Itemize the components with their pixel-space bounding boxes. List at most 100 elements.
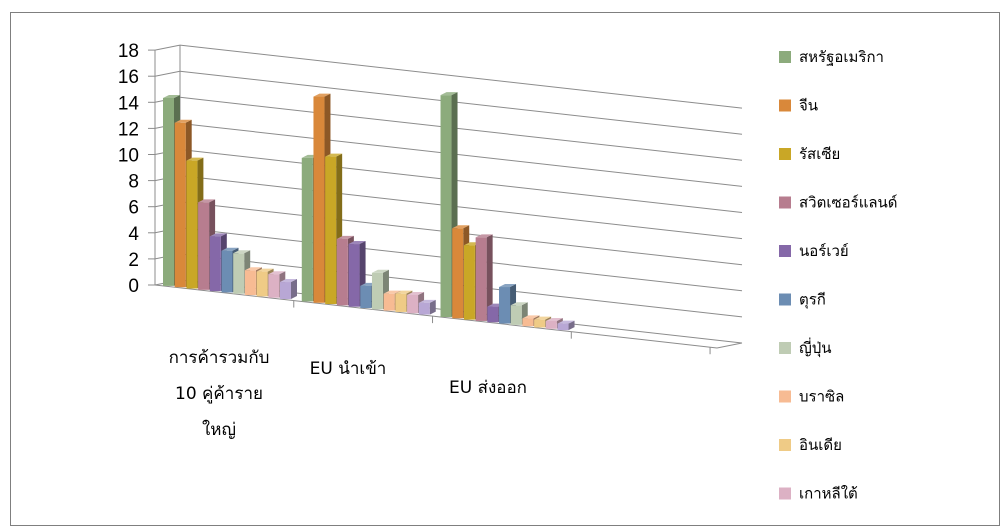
bar-top xyxy=(174,119,192,123)
bar-top xyxy=(395,290,413,294)
bar-front xyxy=(360,285,372,309)
y-tick-label: 18 xyxy=(118,41,139,62)
legend-label: เกาหลีใต้ xyxy=(799,485,858,503)
legend-label: จีน xyxy=(799,97,818,115)
y-tick-label: 16 xyxy=(118,67,139,88)
legend-swatch xyxy=(779,439,791,451)
gridline xyxy=(179,175,743,240)
gridline xyxy=(179,70,743,135)
bar-front xyxy=(198,202,210,290)
category-label: 10 คู่ค้าราย xyxy=(175,384,263,404)
bar-side xyxy=(291,279,297,300)
bar-front xyxy=(174,122,186,288)
bar-top xyxy=(407,291,425,295)
bar-top xyxy=(186,157,204,161)
bar-top xyxy=(325,153,343,157)
legend-entry: สวิตเซอร์แลนด์ xyxy=(779,194,898,212)
bar-front xyxy=(395,293,407,312)
gridline-side xyxy=(154,70,181,77)
bar-front xyxy=(371,272,383,310)
y-tick-label: 6 xyxy=(128,198,139,219)
bar-front xyxy=(475,237,487,321)
bar-front xyxy=(268,274,280,298)
bar-front xyxy=(499,287,511,324)
bar-front xyxy=(336,238,348,306)
legend-label: บราซิล xyxy=(799,388,844,406)
legend-entry: จีน xyxy=(779,97,818,115)
floor-right-edge xyxy=(716,342,743,349)
category-label: EU นำเข้า xyxy=(310,359,387,379)
legend-entry: อินเดีย xyxy=(779,436,842,454)
bar-front xyxy=(301,157,313,302)
bar xyxy=(475,234,493,321)
legend-label: นอร์เวย์ xyxy=(799,242,849,260)
bar-top xyxy=(499,284,517,288)
legend-swatch xyxy=(779,99,791,112)
bar-top xyxy=(244,267,262,271)
gridline xyxy=(179,149,743,213)
legend-swatch xyxy=(779,148,791,160)
bar-front xyxy=(487,306,499,323)
y-tick-label: 0 xyxy=(128,276,139,297)
bar-front xyxy=(348,244,360,307)
category-label: ใหญ่ xyxy=(202,419,236,440)
legend-label: สวิตเซอร์แลนด์ xyxy=(799,194,898,212)
bar-front xyxy=(440,95,452,318)
gridline xyxy=(179,122,743,187)
bar-top xyxy=(280,279,297,283)
legend-swatch xyxy=(779,245,791,257)
bar-top xyxy=(510,302,528,306)
legend-label: ตุรกี xyxy=(799,291,826,310)
bar-front xyxy=(244,270,256,296)
legend-entry: สหรัฐอเมริกา xyxy=(779,48,884,66)
bar-top xyxy=(383,290,401,294)
bar-top xyxy=(348,241,366,245)
bar-side xyxy=(429,299,436,315)
bar-front xyxy=(510,305,522,325)
legend-swatch xyxy=(779,51,791,63)
bar-front xyxy=(325,156,337,305)
bar-top xyxy=(233,250,251,254)
bar-front xyxy=(280,282,291,300)
legend-label: ญี่ปุ่น xyxy=(799,337,832,358)
bar-top xyxy=(313,93,331,97)
bar-front xyxy=(407,294,419,314)
bar xyxy=(418,299,436,315)
x-axis-line xyxy=(154,284,718,349)
bar-front xyxy=(313,96,325,303)
bar-top xyxy=(545,317,563,321)
bar-top xyxy=(221,247,239,251)
bar xyxy=(280,279,297,300)
y-tick-labels: 0 2 4 6 8 10 12 14 16 18 xyxy=(118,41,140,297)
y-tick-label: 4 xyxy=(128,224,139,245)
legend-swatch xyxy=(779,390,791,403)
bar-top xyxy=(418,299,436,303)
bar-top xyxy=(534,316,552,320)
bar-side xyxy=(568,320,575,331)
bars xyxy=(163,92,575,331)
bar-top xyxy=(268,271,286,275)
bar-front xyxy=(383,293,395,311)
bar-top xyxy=(475,234,493,238)
bar xyxy=(557,320,575,331)
bar-top xyxy=(452,225,470,229)
bar-side xyxy=(486,234,493,321)
bar-front xyxy=(163,97,174,286)
y-tick-label: 10 xyxy=(118,146,139,167)
bar-front xyxy=(209,236,221,292)
legend-entry: เกาหลีใต้ xyxy=(779,485,858,503)
bar-front xyxy=(233,253,245,294)
bar-front xyxy=(256,271,268,297)
y-tick-label: 8 xyxy=(128,172,139,193)
gridline xyxy=(179,96,743,161)
legend-entry: รัสเซีย xyxy=(779,145,840,163)
y-tick-label: 12 xyxy=(118,119,139,140)
bar-front xyxy=(463,245,475,320)
bar-top xyxy=(557,320,575,324)
legend-swatch xyxy=(779,487,791,500)
legend-label: สหรัฐอเมริกา xyxy=(799,48,884,66)
bar-top xyxy=(522,315,540,319)
bar-top xyxy=(198,199,216,203)
bar-front xyxy=(522,318,534,327)
